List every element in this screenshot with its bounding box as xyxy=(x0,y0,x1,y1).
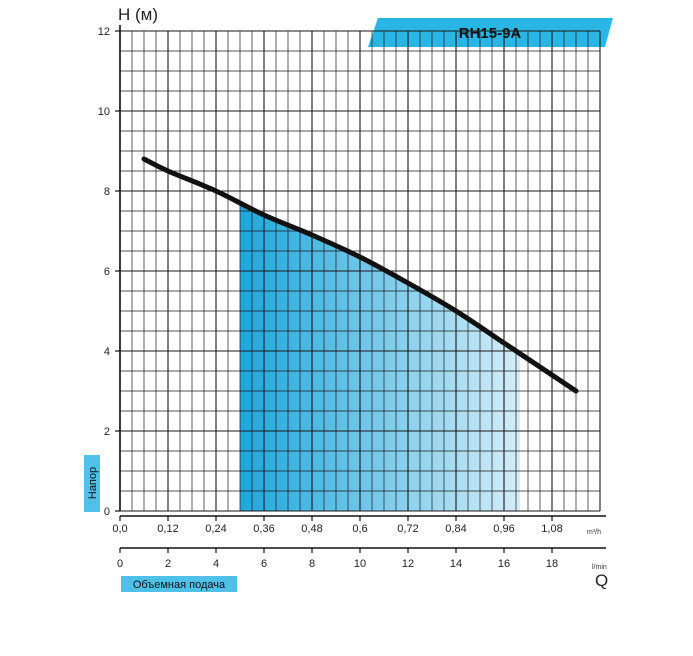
x-tick-label-top: 0,24 xyxy=(205,523,226,535)
x-tick-label-top: 0,12 xyxy=(157,523,178,535)
x-tick-label-top: 0,96 xyxy=(493,523,514,535)
y-tick-label: 10 xyxy=(98,106,110,118)
pump-curve xyxy=(141,156,579,394)
x-unit-bottom: l/min xyxy=(592,564,607,571)
x-tick-label-top: 0,36 xyxy=(253,523,274,535)
y-tick-label: 2 xyxy=(104,426,110,438)
y-axis-title: H (м) xyxy=(118,5,158,24)
x-tick-label-bottom: 4 xyxy=(213,558,219,570)
flow-badge xyxy=(121,576,237,592)
chart-title: RH15-9A xyxy=(459,25,522,42)
axes: 0 2 4 6 8 10 12 0,0 0,12 0,24 0,36 0,48 0,6 0,72 0,84 0… xyxy=(98,25,606,570)
x-tick-label-top: 0,84 xyxy=(445,523,466,535)
y-tick-label: 4 xyxy=(104,346,110,358)
x-tick-label-bottom: 2 xyxy=(165,558,171,570)
x-tick-label-top: 1,08 xyxy=(541,523,562,535)
x-tick-label-top: 0,0 xyxy=(112,523,127,535)
x-tick-label-bottom: 0 xyxy=(117,558,123,570)
x-unit-top: m³/h xyxy=(587,529,601,536)
x-tick-label-top: 0,6 xyxy=(352,523,367,535)
y-tick-label: 0 xyxy=(104,506,110,518)
x-tick-label-bottom: 6 xyxy=(261,558,267,570)
x-axis-symbol: Q xyxy=(595,571,608,590)
x-tick-label-bottom: 16 xyxy=(498,558,510,570)
y-tick-label: 6 xyxy=(104,266,110,278)
y-tick-label: 8 xyxy=(104,186,110,198)
x-tick-label-bottom: 10 xyxy=(354,558,366,570)
x-tick-label-top: 0,48 xyxy=(301,523,322,535)
grid xyxy=(119,30,601,512)
flow-badge-label: Объемная подача xyxy=(133,579,226,591)
head-badge xyxy=(84,455,100,512)
x-tick-label-bottom: 18 xyxy=(546,558,558,570)
x-tick-label-bottom: 8 xyxy=(309,558,315,570)
head-badge-label: Напор xyxy=(87,467,99,499)
y-tick-label: 12 xyxy=(98,26,110,38)
x-tick-label-bottom: 14 xyxy=(450,558,462,570)
x-tick-label-top: 0,72 xyxy=(397,523,418,535)
x-tick-label-bottom: 12 xyxy=(402,558,414,570)
